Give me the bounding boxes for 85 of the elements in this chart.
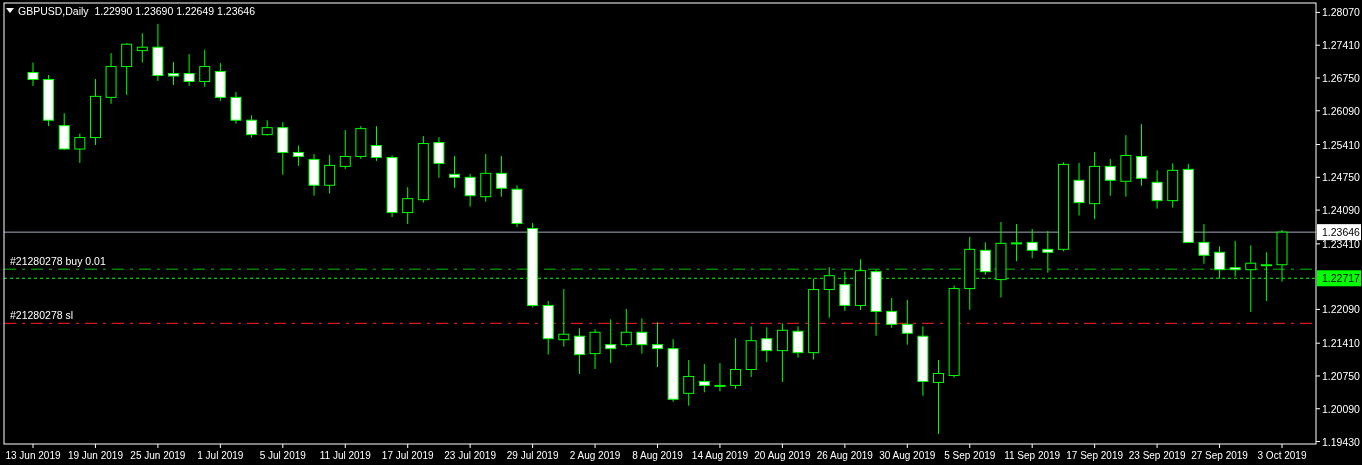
candlestick [449, 155, 461, 189]
y-tick-label: 1.24750 [1322, 171, 1361, 184]
candlestick [1026, 228, 1038, 259]
candlestick [652, 321, 663, 368]
candlestick [246, 114, 258, 139]
candlestick [121, 42, 133, 96]
y-tick-label: 1.24090 [1322, 204, 1361, 217]
candlestick [183, 53, 195, 87]
x-tick-label: 25 Jun 2019 [130, 450, 186, 461]
candlestick [58, 112, 70, 151]
y-tick-label: 1.20750 [1322, 369, 1361, 382]
x-tick-label: 27 Sep 2019 [1191, 450, 1249, 461]
x-tick-label: 26 Aug 2019 [816, 450, 874, 461]
candlestick [776, 322, 788, 383]
x-tick-label: 5 Sep 2019 [944, 450, 996, 461]
candlestick [1104, 158, 1116, 197]
x-tick-label: 3 Oct 2019 [1257, 450, 1307, 461]
candlestick [480, 153, 492, 203]
x-tick-label: 20 Aug 2019 [754, 450, 811, 461]
candlestick [792, 325, 804, 359]
candlestick [495, 155, 507, 198]
y-tick-label: 1.26090 [1322, 104, 1361, 117]
candlestick [199, 49, 211, 88]
candlestick [683, 359, 695, 407]
ref-line-label: #21280278 sl [10, 309, 74, 322]
candlestick [714, 362, 726, 392]
candlestick [730, 337, 742, 390]
candlestick [370, 125, 382, 162]
candlestick [1042, 230, 1054, 274]
x-tick-label: 8 Aug 2019 [632, 450, 684, 461]
x-tick-label: 19 Jun 2019 [67, 450, 124, 461]
candlestick [402, 186, 414, 225]
x-tick-label: 13 Jun 2019 [5, 450, 61, 461]
x-tick-label: 14 Aug 2019 [691, 450, 749, 461]
y-tick-label: 1.27410 [1322, 39, 1361, 52]
x-tick-label: 11 Sep 2019 [1004, 450, 1061, 461]
x-tick-label: 11 Jul 2019 [319, 450, 372, 461]
y-tick-label: 1.26750 [1322, 71, 1361, 84]
y-tick-label: 1.25410 [1322, 138, 1361, 151]
x-tick-label: 29 Jul 2019 [506, 450, 559, 461]
candlestick [605, 318, 617, 364]
ref-line-label: #21280278 buy 0.01 [10, 255, 106, 268]
x-tick-label: 17 Jul 2019 [381, 450, 434, 461]
candlestick [1135, 123, 1147, 187]
candlestick [933, 359, 945, 435]
x-tick-label: 23 Jul 2019 [444, 450, 497, 461]
candlestick [1198, 223, 1210, 265]
x-tick-label: 23 Sep 2019 [1128, 450, 1186, 461]
y-tick-label: 1.21410 [1322, 337, 1361, 350]
candlestick [324, 154, 336, 195]
candlestick [979, 241, 991, 276]
candlestick [698, 363, 710, 393]
y-tick-label: 1.22090 [1322, 303, 1361, 316]
candlestick [636, 317, 648, 355]
candlestick [1073, 162, 1085, 217]
y-tick-label: 1.19430 [1322, 435, 1361, 448]
y-tick-label: 1.28070 [1322, 6, 1361, 19]
x-tick-label: 17 Sep 2019 [1066, 450, 1124, 461]
x-tick-label: 5 Jul 2019 [259, 450, 307, 461]
y-tick-label: 1.20090 [1322, 402, 1361, 415]
candlestick [464, 173, 476, 208]
candlestick [573, 327, 585, 375]
x-tick-label: 2 Aug 2019 [569, 450, 621, 461]
candlestick [230, 91, 242, 125]
x-tick-label: 30 Aug 2019 [879, 450, 936, 461]
candlestick [620, 308, 632, 348]
candlestick [433, 136, 445, 179]
candlestick [136, 32, 148, 64]
candlestick [27, 62, 39, 87]
candlestick [168, 61, 180, 86]
x-tick-label: 1 Jul 2019 [197, 450, 244, 461]
candlestick [761, 326, 773, 363]
y-tick-label: 1.23410 [1322, 237, 1361, 250]
candlestick [1011, 223, 1023, 262]
candlestick [558, 288, 570, 348]
candlestick [74, 133, 86, 164]
chart-title: GBPUSD,Daily 1.22990 1.23690 1.22649 1.23646 [18, 5, 256, 17]
ref-line-label: 1.23646 [1322, 226, 1361, 239]
candlestick [901, 299, 913, 346]
candlestick [589, 328, 601, 370]
candlestick [886, 297, 898, 329]
candlestick [1151, 169, 1163, 210]
ref-line-label: 1.22717 [1322, 272, 1361, 285]
candlestick [292, 145, 304, 167]
candlestick [339, 129, 351, 170]
